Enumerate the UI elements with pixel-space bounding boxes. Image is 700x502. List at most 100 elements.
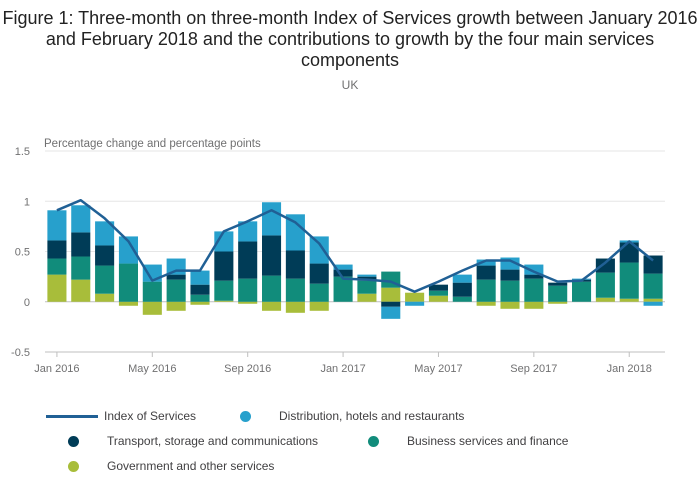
index-line [56,198,654,293]
bar-segment [381,306,401,319]
y-axis-label: Percentage change and percentage points [44,138,261,150]
bar-segment [524,301,544,309]
bar-segment [524,278,544,302]
bar-segment [333,264,353,270]
bar-segment [285,278,305,302]
bar-segment [238,221,258,242]
bar-segment [118,263,138,302]
bar-segment [118,301,138,306]
bar-segment [95,265,115,294]
legend-item-index-of-services[interactable]: Index of Services [46,406,196,426]
bar-segment [309,301,329,311]
bar-segment [190,301,210,305]
bar-segment [71,232,91,257]
bar-segment [500,269,520,281]
legend-dot-swatch [240,410,251,422]
bar-segment [47,274,67,302]
bar-segment [357,293,377,302]
bar-segment [405,301,425,306]
bar-segment [619,242,639,263]
legend-label: Business services and finance [407,434,569,448]
bar-segment [476,259,496,266]
x-tick-label: Sep 2017 [510,363,557,375]
bar-segment [381,287,401,302]
bar-segment [428,295,448,302]
bar-segment [47,258,67,275]
bar-segment [619,262,639,299]
bar-segment [333,276,353,302]
bar-segment [428,284,448,291]
bar-segment [95,245,115,266]
bar-segment [643,273,663,299]
bar-segment [71,256,91,280]
legend-item-government[interactable]: Government and other services [68,456,274,476]
y-tick-label: 1.5 [15,146,30,158]
y-tick-labels: -0.5 0 0.5 1 1.5 [11,146,30,359]
bar-segment [357,274,377,277]
legend-item-distribution[interactable]: Distribution, hotels and restaurants [240,406,464,426]
y-tick-label: 0 [24,297,30,309]
legend-item-transport[interactable]: Transport, storage and communications [68,431,318,451]
y-tick-label: 0.5 [15,247,30,259]
bar-segment [95,221,115,246]
legend-label: Transport, storage and communications [107,434,318,448]
bar-segment [452,296,472,302]
bar-segment [214,231,234,252]
bar-segment [595,272,615,298]
y-tick-label: -0.5 [11,347,30,359]
bar-segment [309,236,329,264]
chart-subtitle: UK [341,78,359,92]
bar-segment [476,301,496,306]
bar-segment [262,275,282,302]
bar-segment [595,258,615,273]
bar-segment [643,298,663,302]
legend-dot-swatch [68,460,79,472]
bar-segment [238,278,258,302]
chart-title: Figure 1: Three-month on three-month Ind… [2,8,698,70]
bar-segment [548,282,568,286]
bar-segment [285,214,305,251]
bar-segment [285,301,305,313]
bar-segment [71,279,91,302]
bar-segment [285,250,305,279]
bar-segment [262,301,282,311]
bar-segment [190,270,210,285]
legend-item-business[interactable]: Business services and finance [368,431,568,451]
bar-segment [500,301,520,309]
bar-segment [166,279,186,302]
bar-segment [428,290,448,296]
x-tick-label: May 2017 [414,363,462,375]
bar-segment [333,269,353,277]
x-tick-label: Sep 2016 [224,363,271,375]
legend-label: Index of Services [104,409,197,423]
bar-segment [476,279,496,302]
bar-segment [95,293,115,302]
bar-segment [595,297,615,302]
x-tick-label: Jan 2016 [34,363,79,375]
legend-line-swatch [46,414,98,418]
bar-segment [309,263,329,284]
bar-segment [476,265,496,280]
bar-segment [47,210,67,241]
bar-segment [405,292,425,302]
legend-dot-swatch [68,435,79,447]
legend-label: Government and other services [107,459,275,473]
x-axis: Jan 2016 May 2016 Sep 2016 Jan 2017 May 2017… [34,351,665,375]
legend: Index of Services Distribution, hotels a… [0,400,700,500]
bar-segment [214,300,234,302]
bar-segment [548,285,568,302]
bar-segment [309,283,329,302]
bar-segment [643,255,663,274]
bar-segment [190,284,210,295]
chart-plot: Percentage change and percentage points … [11,138,665,375]
bar-segment [166,301,186,311]
bar-segment [166,274,186,280]
bar-segment [118,236,138,264]
bar-segment [572,281,592,302]
bar-segment [262,235,282,276]
x-tick-label: Jan 2017 [320,363,365,375]
bar-segment [357,280,377,294]
bar-segment [190,294,210,302]
legend-label: Distribution, hotels and restaurants [279,409,465,423]
